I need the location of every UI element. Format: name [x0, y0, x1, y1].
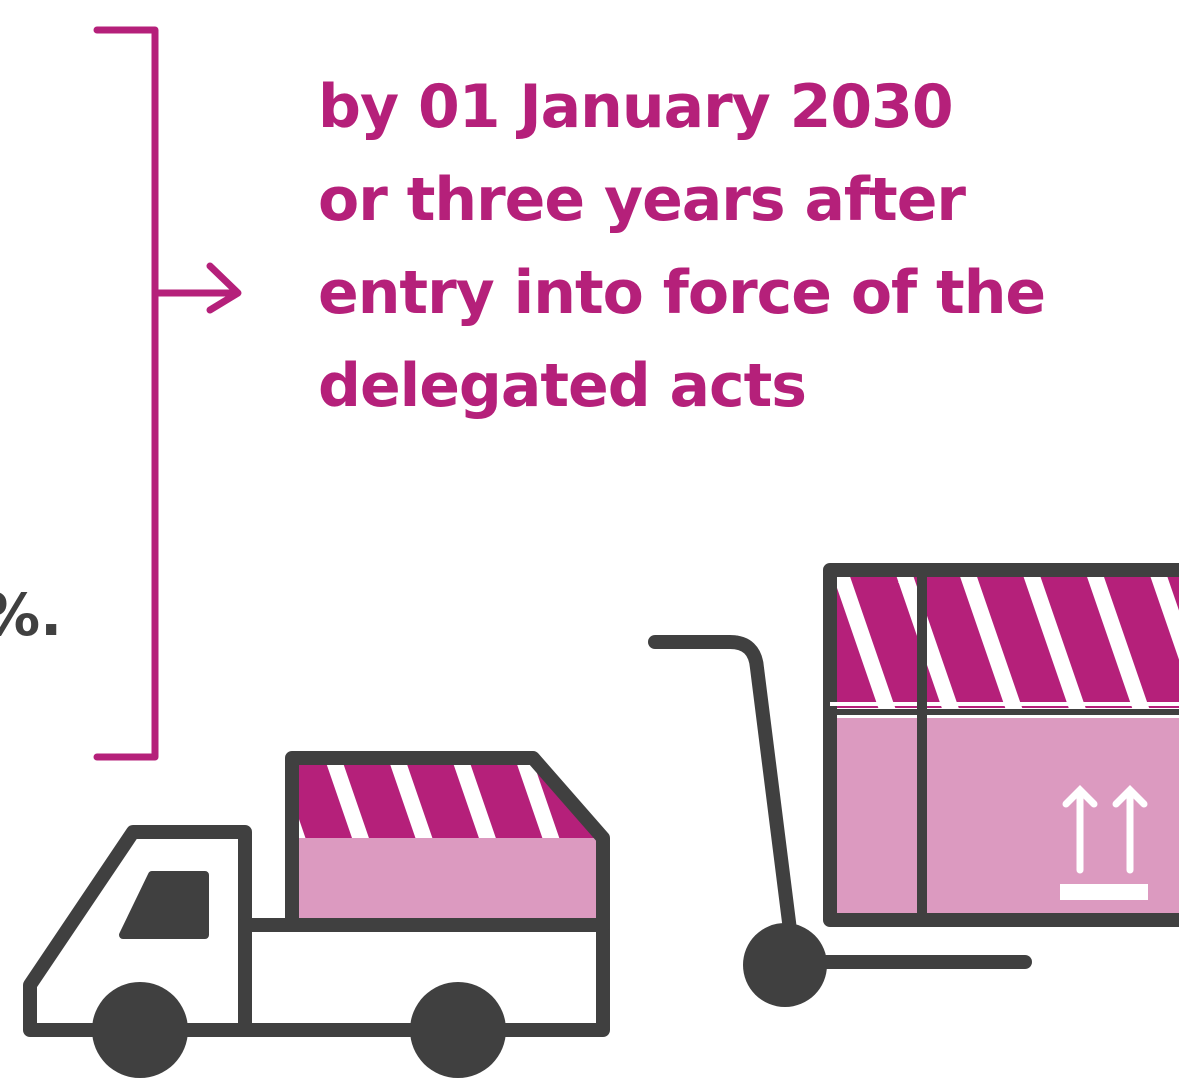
deadline-line: delegated acts [318, 351, 806, 421]
partial-text: %. [0, 581, 62, 649]
bracket [93, 26, 242, 761]
truck [23, 751, 610, 1078]
hand-truck [648, 563, 1179, 1007]
deadline-line: by 01 January 2030 [318, 72, 953, 142]
deadline-line: entry into force of the [318, 258, 1045, 328]
deadline-line: or three years after [318, 165, 966, 235]
deadline-text: by 01 January 2030 or three years after en… [318, 72, 1046, 421]
